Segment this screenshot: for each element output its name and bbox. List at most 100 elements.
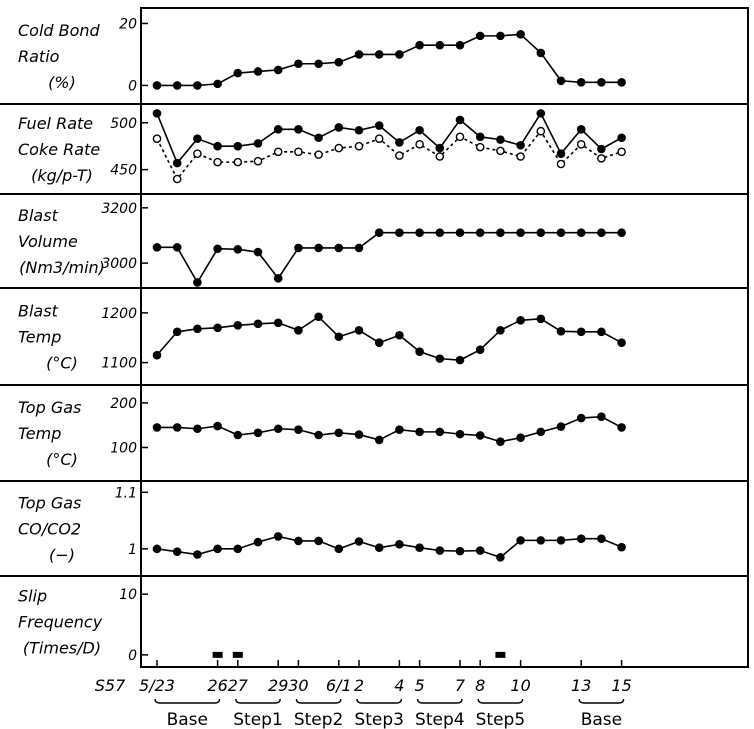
data-point <box>253 67 263 76</box>
data-point <box>172 243 182 252</box>
data-point <box>475 228 485 238</box>
panel-label-line: (%) <box>48 73 76 92</box>
x-tick-label: 26 <box>207 676 227 695</box>
x-tick-label: 10 <box>510 676 530 695</box>
x-tick-label: 5/23 <box>139 676 175 695</box>
data-point <box>455 132 465 142</box>
data-point <box>516 140 525 150</box>
data-point <box>172 423 182 432</box>
data-point <box>496 135 505 144</box>
period-label: Base <box>167 710 208 729</box>
y-tick-label: 3200 <box>101 201 137 217</box>
data-point <box>374 435 384 445</box>
y-tick-label: 0 <box>128 648 137 664</box>
data-point <box>617 133 626 143</box>
panel-1: Cold Bond Ratio (%) 0 20 <box>18 16 626 94</box>
panel-7: Slip Frequency (Times/D) 0 10 <box>0 575 748 664</box>
data-point <box>354 125 364 135</box>
data-point <box>576 140 586 149</box>
data-point <box>516 228 525 238</box>
data-point <box>253 247 263 257</box>
data-point <box>597 327 606 337</box>
data-point <box>273 65 283 75</box>
y-tick-label: 10 <box>119 587 137 603</box>
data-point <box>152 109 162 118</box>
data-point <box>213 79 222 89</box>
data-point <box>475 546 485 555</box>
panel-6: Top Gas CO/CO2 (−) 1 1.1 <box>0 480 748 565</box>
data-point <box>314 59 323 69</box>
data-point <box>496 31 505 41</box>
x-tick-label: 15 <box>611 676 631 695</box>
panel-label-line: (Times/D) <box>23 639 101 658</box>
data-point <box>314 312 323 322</box>
data-point <box>556 228 566 238</box>
data-point <box>576 228 586 238</box>
data-point <box>455 355 465 365</box>
panel-label-line: (Nm3/min) <box>19 258 105 277</box>
data-point <box>232 651 243 658</box>
data-point <box>495 651 506 658</box>
data-point <box>435 40 445 50</box>
data-point <box>334 57 344 67</box>
data-point <box>617 542 626 552</box>
data-point <box>617 423 626 432</box>
data-point <box>193 134 202 143</box>
series-1 <box>152 109 626 168</box>
data-point <box>395 138 404 147</box>
data-point <box>314 536 323 546</box>
data-point <box>597 144 606 154</box>
series-line <box>157 231 622 285</box>
period-bracket <box>416 698 463 704</box>
data-point <box>193 81 202 90</box>
period-bracket <box>356 698 403 704</box>
panel-label-line: Ratio <box>18 47 60 66</box>
data-point <box>314 243 323 253</box>
panel-4: Blast Temp (°C) 1100 1200 <box>0 287 748 373</box>
data-point <box>354 430 364 439</box>
data-point <box>597 78 606 87</box>
data-point <box>152 134 162 143</box>
data-point <box>415 347 424 356</box>
y-tick-label: 3000 <box>101 256 137 272</box>
data-point <box>617 147 626 157</box>
x-tick-label: 5 <box>415 676 425 695</box>
data-point <box>334 143 344 153</box>
data-point <box>617 78 626 87</box>
data-point <box>374 228 384 238</box>
data-point <box>395 425 404 434</box>
series-1 <box>152 532 626 562</box>
data-point <box>314 133 323 143</box>
data-point <box>314 150 323 159</box>
data-point <box>213 157 222 167</box>
period-label: Step5 <box>476 710 526 729</box>
y-tick-label: 450 <box>110 163 137 179</box>
data-point <box>172 81 182 90</box>
series-1 <box>152 30 626 90</box>
y-tick-label: 200 <box>110 396 137 412</box>
data-point <box>172 547 182 556</box>
data-point <box>415 140 424 149</box>
data-point <box>576 534 586 543</box>
data-point <box>415 40 424 50</box>
data-point <box>536 126 546 136</box>
data-point <box>273 424 283 434</box>
data-point <box>516 316 525 325</box>
data-point <box>556 326 566 336</box>
data-point <box>536 536 546 545</box>
data-point <box>496 228 505 238</box>
data-point <box>253 139 263 148</box>
data-point <box>152 423 162 432</box>
data-point <box>415 228 424 238</box>
panel-3: Blast Volume (Nm3/min)3000 3200 <box>0 193 748 287</box>
data-point <box>273 125 283 134</box>
data-point <box>294 325 303 335</box>
data-point <box>273 318 283 328</box>
period-bracket <box>295 698 342 704</box>
data-point <box>435 228 445 238</box>
data-point <box>334 243 344 253</box>
data-point <box>516 30 525 39</box>
data-point <box>395 151 404 160</box>
y-tick-label: 0 <box>128 78 137 94</box>
data-point <box>374 134 384 143</box>
